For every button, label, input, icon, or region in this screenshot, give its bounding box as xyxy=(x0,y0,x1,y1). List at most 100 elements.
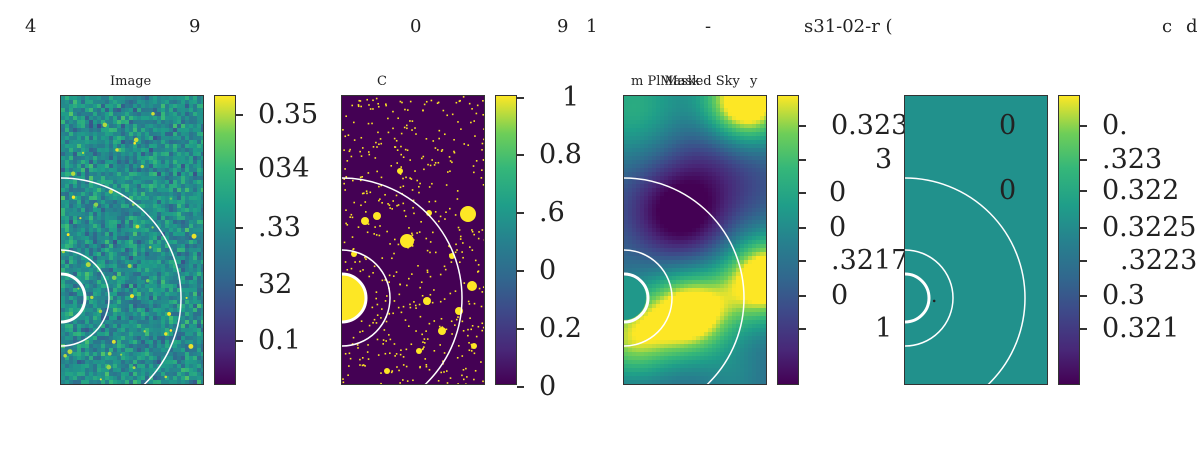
star-dot xyxy=(203,269,204,271)
colorbar-masked-sky xyxy=(777,95,799,385)
colorbar-tick xyxy=(799,227,806,229)
colorbar-c xyxy=(495,95,517,385)
source-blob xyxy=(438,327,446,335)
colorbar-tick-label: 0.322 xyxy=(1102,175,1180,206)
colorbar-tick-label: .3217 xyxy=(831,245,909,276)
source-blob xyxy=(400,234,414,248)
star-dot xyxy=(130,294,134,299)
panel4-annotation: 0 xyxy=(999,175,1017,206)
colorbar-tick xyxy=(1080,295,1087,297)
source-blob xyxy=(471,343,477,349)
aperture-ring xyxy=(624,177,745,384)
source-blob xyxy=(397,168,403,174)
aperture-rings xyxy=(905,177,1026,384)
aperture-rings xyxy=(61,177,182,384)
heatmap-c xyxy=(342,96,484,384)
colorbar-tick-label: 0 xyxy=(831,280,849,311)
star-dot xyxy=(98,309,103,314)
heatmap-masked-sky-panel xyxy=(623,95,767,385)
colorbar-tick xyxy=(236,284,243,286)
star-dot xyxy=(102,122,108,128)
source-blob xyxy=(384,368,390,374)
source-blob xyxy=(361,217,369,225)
colorbar-tick xyxy=(517,154,524,156)
colorbar-tick xyxy=(799,159,806,161)
aperture-rings xyxy=(624,177,745,384)
star-dot xyxy=(167,311,172,316)
colorbar-tick xyxy=(236,114,243,116)
colorbar-tick xyxy=(517,212,524,214)
colorbar-tick xyxy=(799,328,806,330)
star-dot xyxy=(79,217,82,220)
star-dot xyxy=(133,137,139,143)
suptitle-fragment: c xyxy=(1162,16,1173,37)
colorbar-tick-label: 0. xyxy=(1102,110,1128,141)
star-dot xyxy=(108,189,113,194)
colorbar-tick xyxy=(1080,260,1087,262)
star-dot xyxy=(140,164,144,169)
colorbar-tick-label: 1 xyxy=(875,313,893,344)
source-blob xyxy=(423,297,431,305)
colorbar-tick xyxy=(517,386,524,388)
star-dot xyxy=(71,171,76,176)
aperture-ring xyxy=(342,177,463,384)
aperture-ring xyxy=(905,177,1026,384)
star-dot xyxy=(151,111,155,116)
source-blob xyxy=(460,206,476,222)
panel-title-mask: m Pl Mask xyxy=(631,74,701,89)
colorbar-tick-label: .33 xyxy=(258,212,301,243)
colorbar-tick-label: 0 xyxy=(539,371,557,402)
heatmap-uniform xyxy=(905,96,1047,384)
suptitle-fragment: 4 xyxy=(25,16,37,37)
colorbar-tick-label: 0.323 xyxy=(831,110,909,141)
star-dot xyxy=(131,203,135,206)
star-dot xyxy=(106,364,112,370)
panel4-annotation: 0 xyxy=(999,110,1017,141)
aperture-ring xyxy=(61,249,110,347)
star-dot xyxy=(61,250,65,254)
colorbar-tick xyxy=(236,227,243,229)
star-dot xyxy=(81,151,85,155)
suptitle-fragment: 0 xyxy=(410,16,422,37)
star-dot xyxy=(77,287,80,290)
colorbar-tick-label: 0 xyxy=(539,255,557,286)
colorbar-tick-label: .323 xyxy=(1102,144,1163,175)
star-dot xyxy=(132,366,136,370)
star-dot xyxy=(191,233,197,239)
heatmap-c-panel xyxy=(341,95,485,385)
star-dot xyxy=(120,353,123,356)
colorbar-tick-label: 3 xyxy=(875,144,893,175)
panel-title-image: Image xyxy=(110,74,152,89)
suptitle-fragment: s31-02-r ( xyxy=(804,16,893,37)
colorbar-tick-label: 1 xyxy=(562,82,580,113)
colorbar-uniform xyxy=(1058,95,1080,385)
suptitle-fragment: d xyxy=(1186,16,1198,37)
source-blob xyxy=(467,281,477,291)
star-dot xyxy=(185,296,188,299)
panel-title-masked-sky: Masked Sky xyxy=(660,74,740,89)
suptitle-fragment: 9 xyxy=(557,16,569,37)
panel-title-y: y xyxy=(750,74,758,89)
colorbar-tick-label: 0.1 xyxy=(258,325,301,356)
aperture-ring xyxy=(905,249,954,347)
colorbar-tick-label: .6 xyxy=(539,197,565,228)
star-dot xyxy=(93,202,99,207)
colorbar-tick-label: 0.8 xyxy=(539,139,582,170)
colorbar-tick xyxy=(236,168,243,170)
aperture-ring xyxy=(624,249,673,347)
star-dot xyxy=(111,275,117,281)
suptitle-fragment: - xyxy=(705,16,712,37)
colorbar-image xyxy=(214,95,236,385)
colorbar-tick-label: 0.321 xyxy=(1102,313,1180,344)
source-blob xyxy=(416,348,422,354)
heatmap-image xyxy=(61,96,204,384)
star-dot xyxy=(90,295,94,300)
star-dot xyxy=(135,224,140,229)
colorbar-tick xyxy=(517,328,524,330)
star-dot xyxy=(148,246,152,249)
colorbar-tick-label: 0 xyxy=(829,212,847,243)
colorbar-tick xyxy=(799,260,806,262)
colorbar-tick xyxy=(1080,125,1087,127)
colorbar-tick xyxy=(517,97,524,99)
star-dot xyxy=(115,148,119,152)
